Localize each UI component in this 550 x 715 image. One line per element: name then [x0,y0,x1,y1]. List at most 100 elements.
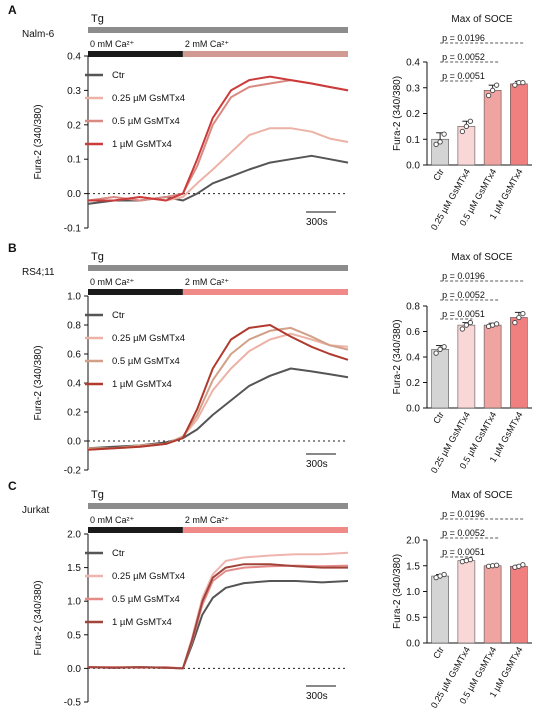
y-tick-label: 2.0 [67,530,81,541]
y-tick-label: 0.6 [67,350,81,361]
legend-label: Ctr [112,548,125,559]
legend-label: 0.25 µM GsMTx4 [112,333,185,344]
y-tick-label: -0.1 [64,224,82,235]
bar-y-tick-label: 0.5 [406,613,420,624]
data-point [463,123,470,130]
data-point [485,92,492,99]
y-tick-label: 1.5 [67,563,81,574]
p-value-label: p = 0.0196 [442,33,485,43]
phase-2mm-bar [182,527,348,533]
y-tick-label: 0.1 [67,155,81,166]
phase-2mm-label: 2 mM Ca²⁺ [185,39,230,49]
bar-y-tick-label: 0.2 [406,378,420,389]
bar [510,83,528,166]
y-tick-label: 0.0 [67,437,81,448]
data-point [459,326,466,332]
trace-chart: -0.2 0.0 0.2 0.4 0.6 0.8 1.0 Fura-2 (340/380) Ct… [33,292,349,477]
time-scale-label: 300s [306,217,328,228]
bar [431,349,449,409]
phase-0mm-bar [88,527,183,533]
legend-label: Ctr [112,310,125,321]
phase-2mm-bar [182,289,348,295]
legend-label: 0.5 µM GsMTx4 [112,116,180,127]
p-value-label: p = 0.0052 [442,528,485,538]
data-point [467,118,474,124]
bar-y-tick-label: 2.0 [406,536,420,547]
panel-letter: C [8,479,17,493]
data-point [433,141,439,148]
bar-y-tick-label: 0.8 [406,302,420,313]
y-tick-label: -0.2 [64,466,82,477]
data-point [441,344,447,350]
data-point [433,350,439,356]
data-point [520,79,526,86]
legend-label: 0.25 µM GsMTx4 [112,571,185,582]
data-point [493,321,500,327]
data-point [437,346,443,352]
y-tick-label: 1.0 [67,292,81,303]
y-tick-label: -0.5 [64,698,82,709]
bar-category-label: Ctr [431,167,446,182]
bar [510,317,528,409]
bar-y-tick-label: 0.4 [406,58,420,69]
bar-y-tick-label: 1.5 [406,561,420,572]
bar-y-axis-title: Fura-2 (340/380) [392,319,403,394]
data-point [520,562,526,568]
time-scale-label: 300s [306,691,328,702]
panel-a: A Nalm-6 Tg 0 mM Ca²⁺ 2 mM Ca²⁺ -0.1 0.0 0.1 0.2… [8,3,532,235]
phase-2mm-label: 2 mM Ca²⁺ [185,277,230,287]
phase-2mm-label: 2 mM Ca²⁺ [185,515,230,525]
y-axis-title: Fura-2 (340/380) [33,345,44,420]
data-point [467,319,474,326]
bar-y-tick-label: 1.0 [406,587,420,598]
bar-y-tick-label: 0.3 [406,83,420,94]
bar-y-tick-label: 0.6 [406,327,420,338]
bar-y-axis-title: Fura-2 (340/380) [392,554,403,629]
y-tick-label: 0.2 [67,408,81,419]
bar-category-label: Ctr [431,410,446,425]
p-value-label: p = 0.0052 [442,290,485,300]
treatment-label: Tg [91,489,104,501]
phase-0mm-label: 0 mM Ca²⁺ [90,515,135,525]
phase-2mm-bar [182,51,348,57]
series-line [87,332,349,451]
bar-y-tick-label: 0.4 [406,353,420,364]
time-scale-label: 300s [306,459,328,470]
p-value-label: p = 0.0051 [442,547,485,557]
p-value-label: p = 0.0196 [442,509,485,519]
data-point [467,556,474,563]
legend-label: 1 µM GsMTx4 [112,379,172,390]
data-point [512,319,518,326]
p-value-label: p = 0.0051 [442,71,485,81]
y-axis-title: Fura-2 (340/380) [33,104,44,179]
bar [457,324,476,409]
y-tick-label: 1.0 [67,597,81,608]
p-value-label: p = 0.0051 [442,309,485,319]
bar-y-tick-label: 0.0 [406,161,420,172]
cell-line-label: Jurkat [22,505,49,516]
phase-0mm-bar [88,289,183,295]
data-point [463,322,470,328]
data-point [493,82,500,88]
bar-chart-title: Max of SOCE [451,490,512,501]
series-line [87,563,348,670]
p-value-label: p = 0.0196 [442,271,485,281]
y-tick-label: 0.5 [67,630,81,641]
bar [510,565,528,644]
cell-line-label: Nalm-6 [22,29,55,40]
bar [483,565,502,644]
series-line [88,75,349,202]
bar [483,90,502,166]
phase-0mm-bar [88,51,183,57]
treatment-label: Tg [91,251,104,263]
series-line [87,324,349,451]
y-tick-label: 0.2 [67,120,81,131]
y-tick-label: 0.8 [67,321,81,332]
data-point [489,87,496,93]
data-point [520,310,526,317]
trace-chart: -0.5 0.0 0.5 1.0 1.5 2.0 Fura-2 (340/380) Ctr 0.… [33,530,349,709]
bar-y-tick-label: 0.1 [406,135,420,146]
treatment-bar [88,503,348,509]
